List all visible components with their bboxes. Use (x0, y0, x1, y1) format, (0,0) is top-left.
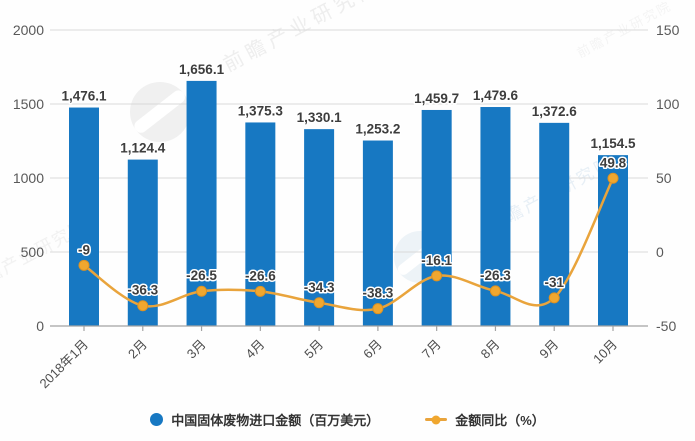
right-axis-tick-label: 150 (656, 22, 680, 38)
line-value-label: -26.5 (186, 268, 217, 283)
line-point-6月 (372, 303, 384, 315)
right-axis-tick-label: 100 (656, 96, 680, 112)
x-axis-label-6月: 6月 (360, 337, 385, 362)
line-point-9月 (548, 292, 560, 304)
legend-item-yoy: 金额同比（%） (425, 410, 545, 429)
bar-value-label: 1,375.3 (238, 103, 284, 118)
line-value-label: -26.6 (245, 268, 276, 283)
line-point-2月 (137, 300, 149, 312)
line-point-4月 (254, 285, 266, 297)
bar-value-label: 1,476.1 (61, 89, 107, 104)
line-point-10月 (607, 172, 619, 184)
x-axis-label-8月: 8月 (478, 337, 503, 362)
line-point-2018年1月 (78, 259, 90, 271)
bar-7月 (421, 109, 452, 326)
legend-bar-label: 中国固体废物进口金额（百万美元） (171, 413, 380, 428)
line-value-label: -36.3 (127, 283, 158, 298)
left-axis-tick-label: 500 (21, 244, 45, 260)
left-axis-tick-label: 1500 (13, 96, 44, 112)
line-value-label: -31 (544, 275, 564, 290)
legend-bar-marker-icon (150, 413, 164, 426)
x-axis-label-2月: 2月 (125, 337, 150, 362)
bar-value-label: 1,372.6 (532, 104, 578, 119)
bar-9月 (539, 122, 570, 327)
bar-5月 (304, 129, 335, 326)
bar-value-label: 1,253.2 (355, 122, 400, 137)
bar-value-label: 1,154.5 (590, 136, 636, 151)
watermark-text: 前瞻产业研究院 (220, 0, 385, 76)
legend: 中国固体废物进口金额（百万美元） 金额同比（%） (0, 410, 695, 429)
right-axis-tick-label: 0 (656, 244, 664, 260)
legend-item-import-amount: 中国固体废物进口金额（百万美元） (150, 410, 379, 429)
bar-6月 (362, 140, 393, 326)
bar-2018年1月 (69, 107, 99, 326)
left-axis-tick-label: 0 (36, 318, 44, 334)
line-value-label: -34.3 (304, 280, 335, 295)
x-axis-label-4月: 4月 (243, 337, 268, 362)
line-value-label: -9 (78, 242, 90, 257)
legend-line-marker-icon (425, 415, 448, 424)
right-axis-tick-label: -50 (656, 318, 676, 334)
bar-value-label: 1,459.7 (414, 91, 459, 106)
right-axis-tick-label: 50 (656, 170, 672, 186)
watermark-logo-swoosh (134, 90, 185, 133)
bar-value-label: 1,124.4 (120, 141, 166, 156)
line-point-7月 (431, 270, 443, 282)
x-axis-label-5月: 5月 (301, 337, 326, 362)
bar-value-label: 1,479.6 (473, 88, 519, 103)
bar-value-label: 1,330.1 (297, 110, 343, 125)
left-axis-tick-label: 2000 (13, 22, 44, 38)
line-value-label: -26.3 (480, 268, 511, 283)
legend-line-label: 金额同比（%） (455, 413, 545, 428)
left-axis-tick-label: 1000 (13, 170, 44, 186)
x-axis-label-3月: 3月 (184, 337, 209, 362)
line-value-label: -16.1 (421, 253, 452, 268)
x-axis-label-9月: 9月 (536, 337, 561, 362)
yoy-line (83, 177, 615, 312)
line-value-label: 49.8 (600, 155, 627, 170)
line-point-5月 (313, 297, 325, 309)
bar-2月 (127, 159, 158, 326)
line-value-label: -38.3 (362, 286, 393, 301)
line-point-8月 (489, 285, 501, 297)
bar-3月 (186, 80, 217, 326)
watermark-layer: 前瞻产业研究院前瞻产业研究院前瞻产业研究院前瞻产业研究院 (0, 0, 618, 296)
x-axis-label-7月: 7月 (419, 337, 444, 362)
x-axis-label-2018年1月: 2018年1月 (37, 337, 92, 392)
bar-value-label: 1,656.1 (179, 62, 225, 77)
line-point-3月 (196, 285, 208, 297)
x-axis-label-10月: 10月 (590, 337, 620, 367)
